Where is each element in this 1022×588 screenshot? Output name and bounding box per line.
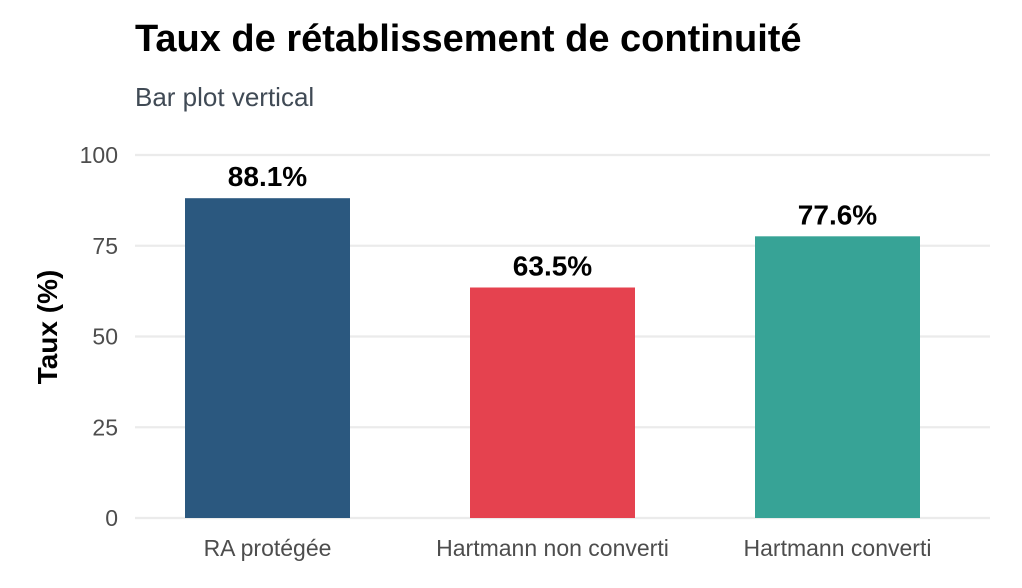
x-axis-ticks: RA protégée Hartmann non converti Hartmann… — [204, 535, 932, 561]
bars — [185, 198, 920, 518]
chart-subtitle: Bar plot vertical — [135, 82, 315, 112]
x-tick-label: RA protégée — [204, 535, 332, 561]
bar — [185, 198, 350, 518]
y-axis-title: Taux (%) — [32, 270, 63, 385]
y-axis-ticks: 0 25 50 75 100 — [80, 142, 118, 531]
y-tick-label: 100 — [80, 142, 118, 168]
chart-title: Taux de rétablissement de continuité — [135, 18, 802, 60]
bar — [470, 287, 635, 518]
bar-value-label: 63.5% — [513, 250, 592, 281]
y-tick-label: 50 — [92, 324, 118, 350]
y-tick-label: 75 — [92, 233, 118, 259]
bar-value-label: 88.1% — [228, 161, 307, 192]
x-tick-label: Hartmann converti — [744, 535, 932, 561]
data-labels: 88.1% 63.5% 77.6% — [228, 161, 877, 281]
y-tick-label: 0 — [105, 505, 118, 531]
x-tick-label: Hartmann non converti — [436, 535, 669, 561]
y-tick-label: 25 — [92, 414, 118, 440]
bar — [755, 236, 920, 518]
bar-value-label: 77.6% — [798, 199, 877, 230]
